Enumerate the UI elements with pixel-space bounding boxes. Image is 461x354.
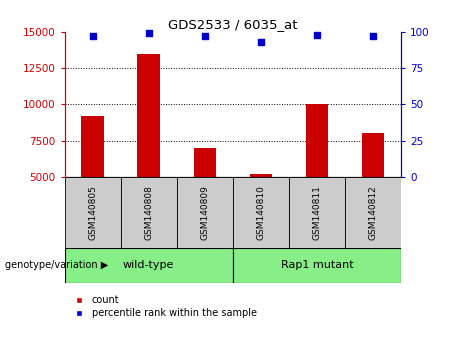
- FancyBboxPatch shape: [289, 177, 345, 248]
- FancyBboxPatch shape: [121, 177, 177, 248]
- Bar: [362, 133, 384, 177]
- Text: GSM140811: GSM140811: [313, 185, 321, 240]
- Bar: [137, 54, 160, 177]
- FancyBboxPatch shape: [65, 248, 233, 283]
- Text: genotype/variation ▶: genotype/variation ▶: [5, 261, 108, 270]
- Bar: [82, 116, 104, 177]
- Point: [201, 33, 208, 39]
- Text: GSM140810: GSM140810: [256, 185, 266, 240]
- Legend: count, percentile rank within the sample: count, percentile rank within the sample: [70, 295, 257, 318]
- Text: Rap1 mutant: Rap1 mutant: [281, 261, 353, 270]
- Point: [257, 39, 265, 45]
- FancyBboxPatch shape: [177, 177, 233, 248]
- FancyBboxPatch shape: [65, 177, 121, 248]
- Text: GSM140812: GSM140812: [368, 185, 378, 240]
- Text: GSM140805: GSM140805: [88, 185, 97, 240]
- Text: GSM140809: GSM140809: [200, 185, 209, 240]
- Bar: [250, 174, 272, 177]
- Point: [89, 33, 96, 39]
- Bar: [306, 104, 328, 177]
- FancyBboxPatch shape: [345, 177, 401, 248]
- FancyBboxPatch shape: [233, 177, 289, 248]
- Text: GSM140808: GSM140808: [144, 185, 153, 240]
- Point: [145, 30, 152, 36]
- FancyBboxPatch shape: [233, 248, 401, 283]
- Point: [313, 32, 321, 38]
- Bar: [194, 148, 216, 177]
- Title: GDS2533 / 6035_at: GDS2533 / 6035_at: [168, 18, 297, 31]
- Point: [369, 33, 377, 39]
- Text: wild-type: wild-type: [123, 261, 174, 270]
